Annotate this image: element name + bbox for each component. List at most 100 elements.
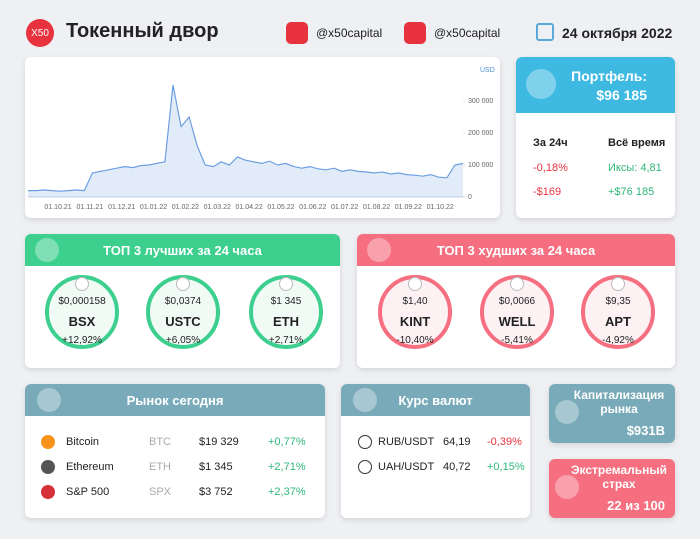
x-tick-label: 01.01.22 — [140, 204, 167, 211]
cap-title: Капитализация рынка — [573, 388, 665, 416]
best-header: ТОП 3 лучших за 24 часа — [25, 234, 340, 266]
y-tick-label: 300 000 — [468, 98, 493, 105]
rate: 40,72 — [443, 461, 471, 473]
coin-icon — [408, 277, 422, 291]
coin-name: APT — [605, 314, 631, 329]
fear-card: Экстремальный страх 22 из 100 — [549, 459, 675, 518]
fear-title: Экстремальный страх — [571, 463, 668, 491]
col-header: Всё время — [608, 137, 666, 149]
asset-icon — [41, 485, 55, 499]
asset-price: $19 329 — [199, 436, 239, 448]
coin-price: $9,35 — [605, 296, 631, 307]
market-card: Рынок сегодня Bitcoin BTC $19 329 +0,77% Eth… — [25, 384, 325, 518]
coin-icon — [75, 277, 89, 291]
currency-icon — [358, 435, 372, 449]
value: Иксы: 4,81 — [608, 162, 662, 174]
rate-change: -0,39% — [487, 436, 522, 448]
portfolio-value: $96 185 — [596, 86, 647, 103]
pair: RUB/USDT — [378, 436, 435, 448]
coin-price: $1,40 — [402, 296, 428, 307]
fx-header: Курс валют — [341, 384, 530, 416]
badge — [35, 238, 59, 262]
coin-name: USTC — [165, 314, 201, 329]
rate-change: +0,15% — [487, 461, 525, 473]
asset-price: $3 752 — [199, 486, 233, 498]
value: +$76 185 — [608, 186, 655, 198]
col-header: За 24ч — [533, 137, 568, 149]
asset-ticker: ETH — [149, 461, 171, 473]
x-tick-label: 01.04.22 — [235, 204, 262, 211]
asset-ticker: BTC — [149, 436, 171, 448]
asset-ticker: SPX — [149, 486, 172, 498]
x-tick-label: 01.10.22 — [427, 204, 454, 211]
x-tick-label: 01.07.22 — [331, 204, 358, 211]
asset-name: S&P 500 — [66, 486, 110, 498]
coin-name: KINT — [399, 314, 431, 329]
coin-change: -10,40% — [396, 335, 434, 346]
coin-icon — [176, 277, 190, 291]
worst-card: ТОП 3 худших за 24 часа $1,40 KINT -10,40%… — [357, 234, 675, 368]
coin-price: $0,0066 — [498, 296, 536, 307]
x-tick-label: 01.11.21 — [76, 204, 103, 211]
twitter-icon[interactable] — [286, 22, 308, 44]
currency-icon — [358, 460, 372, 474]
y-tick-label: 200 000 — [468, 130, 493, 137]
market-header: Рынок сегодня — [25, 384, 325, 416]
coin-change: +6,05% — [165, 335, 201, 346]
badge — [555, 400, 579, 424]
portfolio-header: Портфель: $96 185 — [516, 57, 675, 113]
value: -$169 — [533, 186, 562, 198]
coin-icon — [279, 277, 293, 291]
telegram-icon[interactable] — [404, 22, 426, 44]
area — [28, 85, 463, 197]
x-tick-label: 01.03.22 — [204, 204, 231, 211]
chart-card: USD 0 100 000 200 000 300 000 01.10.21 01.11.… — [25, 57, 500, 218]
date: 24 октября 2022 — [562, 25, 673, 41]
fx-card: Курс валют RUB/USDT 64,19 -0,39% UAH/USDT 40… — [341, 384, 530, 518]
x-tick-label: 01.09.22 — [395, 204, 422, 211]
coin-change: +2,71% — [268, 335, 304, 346]
fear-value: 22 из 100 — [607, 498, 665, 513]
line — [28, 84, 464, 192]
cap-value: $931B — [626, 423, 665, 438]
coin-price: $0,000158 — [58, 296, 106, 307]
portfolio-badge — [526, 69, 556, 99]
asset-change: +2,71% — [268, 461, 306, 473]
badge — [353, 388, 377, 412]
y-tick-label: 0 — [468, 194, 472, 201]
x-tick-label: 01.06.22 — [299, 204, 326, 211]
badge — [367, 238, 391, 262]
x-tick-label: 01.10.21 — [44, 204, 71, 211]
asset-price: $1 345 — [199, 461, 233, 473]
coin-name: ETH — [273, 314, 299, 329]
coin-name: BSX — [68, 314, 96, 329]
asset-icon — [41, 460, 55, 474]
coin-price: $0,0374 — [164, 296, 202, 307]
best-card: ТОП 3 лучших за 24 часа $0,000158 BSX +12,… — [25, 234, 340, 368]
portfolio-card: Портфель: $96 185 За 24ч Всё время -0,18… — [516, 57, 675, 218]
coin-price: $1 345 — [270, 296, 302, 307]
worst-header: ТОП 3 худших за 24 часа — [357, 234, 675, 266]
twitter-handle[interactable]: @x50capital — [316, 26, 383, 40]
coin-icon — [611, 277, 625, 291]
portfolio-title: Портфель: — [571, 67, 647, 84]
coin-change: +12,92% — [62, 335, 102, 346]
rate: 64,19 — [443, 436, 471, 448]
asset-change: +2,37% — [268, 486, 306, 498]
telegram-handle[interactable]: @x50capital — [434, 26, 501, 40]
pair: UAH/USDT — [378, 461, 435, 473]
coin-name: WELL — [498, 314, 536, 329]
title: Токенный двор — [66, 20, 219, 42]
asset-icon — [41, 435, 55, 449]
coin-change: -4,92% — [602, 335, 634, 346]
coin-icon — [510, 277, 524, 291]
asset-name: Ethereum — [66, 461, 114, 473]
logo: X50 — [26, 19, 54, 47]
asset-name: Bitcoin — [66, 436, 100, 448]
badge — [37, 388, 61, 412]
asset-change: +0,77% — [268, 436, 306, 448]
y-tick-label: 100 000 — [468, 162, 493, 169]
value: -0,18% — [533, 162, 568, 174]
calendar-icon — [536, 23, 554, 41]
